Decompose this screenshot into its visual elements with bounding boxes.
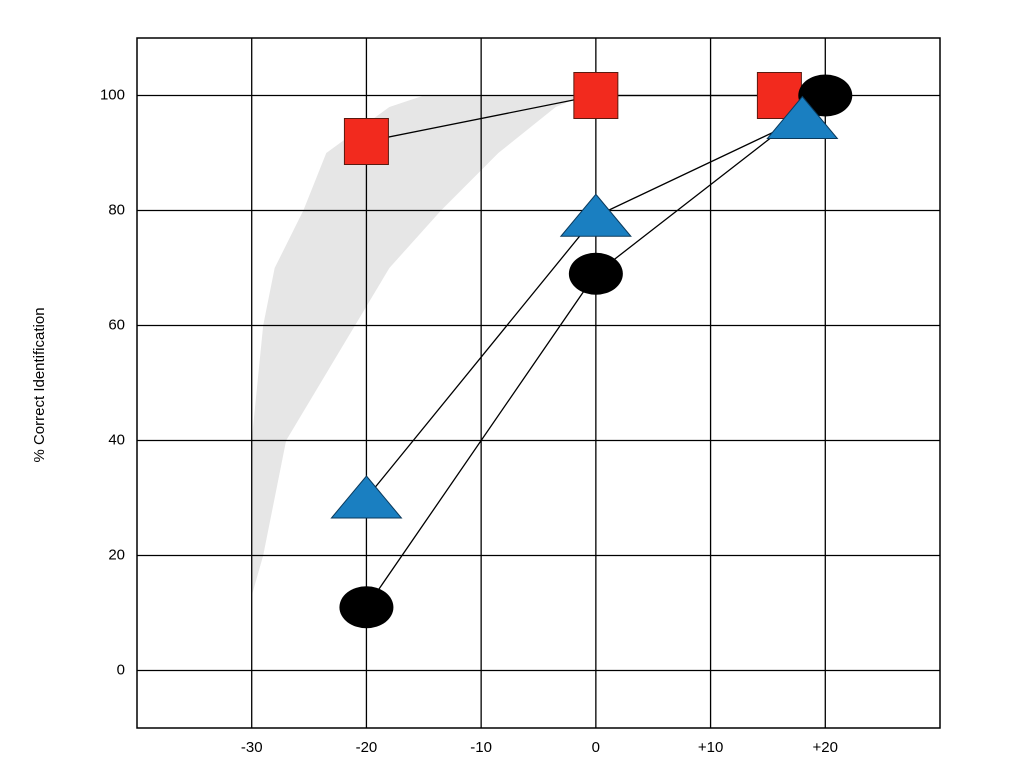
x-tick-label: +10 [698,739,723,756]
plot-frame [136,37,941,729]
y-tick-label: 0 [117,661,125,678]
y-tick-label: 100 [100,86,125,103]
marker-triangle [559,193,632,237]
y-tick-label: 40 [108,431,125,448]
shaded-region [251,95,585,596]
y-axis-label: % Correct Identification [31,307,48,462]
marker-square [573,72,619,119]
marker-square [343,118,389,165]
y-tick-label: 60 [108,316,125,333]
marker-circle [798,74,853,117]
marker-circle [568,252,623,295]
x-tick-label: -20 [356,739,378,756]
marker-triangle [766,95,839,139]
x-tick-label: -30 [241,739,263,756]
marker-circle [339,586,394,629]
x-tick-label: +20 [813,739,838,756]
y-tick-label: 20 [108,546,125,563]
y-tick-label: 80 [108,201,125,218]
x-tick-label: -10 [470,739,492,756]
x-tick-label: 0 [592,739,600,756]
marker-triangle [330,475,403,519]
